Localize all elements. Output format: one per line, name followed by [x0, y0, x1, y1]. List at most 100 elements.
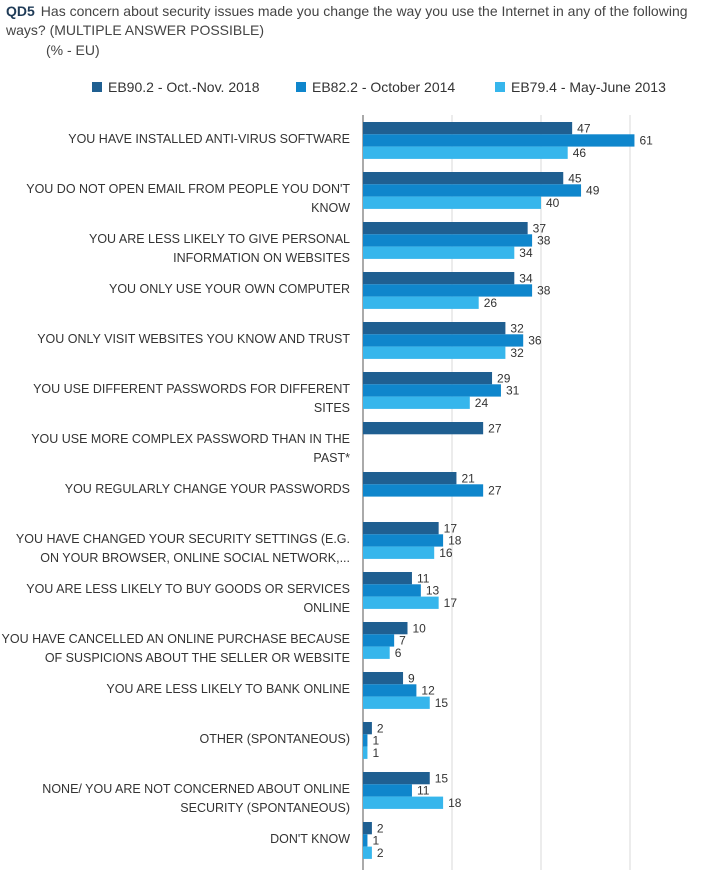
category-label-line: YOU ARE LESS LIKELY TO BUY GOODS OR SERV… — [26, 582, 350, 596]
category-label-line: YOU HAVE CHANGED YOUR SECURITY SETTINGS … — [15, 532, 350, 546]
category-label: YOU HAVE CHANGED YOUR SECURITY SETTINGS … — [0, 530, 350, 568]
category-label-line: YOU USE MORE COMPLEX PASSWORD THAN IN TH… — [31, 432, 350, 446]
legend-label-2014: EB82.2 - October 2014 — [312, 79, 456, 95]
category-label-line: YOU HAVE CANCELLED AN ONLINE PURCHASE BE… — [1, 632, 350, 646]
data-label-13-2: 18 — [448, 796, 462, 810]
legend-item-2013: EB79.4 - May-June 2013 — [495, 79, 666, 95]
bar-14-1 — [363, 834, 368, 847]
bar-8-2 — [363, 546, 435, 559]
data-label-0-2: 46 — [573, 146, 587, 160]
category-label-line: YOU HAVE INSTALLED ANTI-VIRUS SOFTWARE — [68, 132, 350, 146]
data-label-6-0: 27 — [488, 421, 502, 435]
category-label-line: PAST* — [313, 451, 350, 465]
bar-13-2 — [363, 796, 444, 809]
data-label-3-1: 38 — [537, 284, 551, 298]
data-label-13-1: 11 — [417, 784, 430, 798]
data-label-14-0: 2 — [377, 821, 384, 835]
category-label-line: NONE/ YOU ARE NOT CONCERNED ABOUT ONLINE — [42, 782, 350, 796]
bar-3-1 — [363, 284, 533, 297]
data-label-10-2: 6 — [395, 646, 402, 660]
bar-1-0 — [363, 172, 564, 185]
legend-item-2014: EB82.2 - October 2014 — [296, 79, 455, 95]
data-label-10-0: 10 — [413, 621, 427, 635]
category-label: NONE/ YOU ARE NOT CONCERNED ABOUT ONLINE… — [0, 780, 350, 818]
category-label: YOU ONLY VISIT WEBSITES YOU KNOW AND TRU… — [0, 330, 350, 349]
category-label: YOU ARE LESS LIKELY TO GIVE PERSONAL INFO… — [0, 230, 350, 268]
bar-9-0 — [363, 572, 412, 585]
category-label-line: DON'T KNOW — [270, 832, 350, 846]
data-label-10-1: 7 — [399, 634, 406, 648]
data-label-11-2: 15 — [435, 696, 449, 710]
data-label-1-1: 49 — [586, 184, 600, 198]
bar-12-0 — [363, 722, 372, 735]
bar-9-2 — [363, 596, 439, 609]
bar-6-0 — [363, 422, 484, 435]
bar-0-2 — [363, 146, 568, 159]
category-label: YOU ARE LESS LIKELY TO BANK ONLINE — [0, 680, 350, 699]
category-label-line: YOU REGULARLY CHANGE YOUR PASSWORDS — [64, 482, 350, 496]
data-label-12-0: 2 — [377, 721, 384, 735]
question-text: Has concern about security issues made y… — [6, 3, 688, 38]
data-label-1-2: 40 — [546, 196, 560, 210]
data-label-4-0: 32 — [510, 321, 524, 335]
bar-0-1 — [363, 134, 635, 147]
category-label-line: YOU ONLY VISIT WEBSITES YOU KNOW AND TRU… — [37, 332, 350, 346]
category-label-line: OTHER (SPONTANEOUS) — [199, 732, 350, 746]
bar-3-2 — [363, 296, 479, 309]
category-label: YOU HAVE INSTALLED ANTI-VIRUS SOFTWARE — [0, 130, 350, 149]
bar-2-1 — [363, 234, 533, 247]
bar-10-0 — [363, 622, 408, 635]
data-label-11-0: 9 — [408, 671, 415, 685]
data-label-9-0: 11 — [417, 571, 430, 585]
bar-4-1 — [363, 334, 524, 347]
legend-label-2013: EB79.4 - May-June 2013 — [511, 79, 666, 95]
bar-13-1 — [363, 784, 412, 797]
data-label-8-2: 16 — [439, 546, 453, 560]
category-label: YOU USE MORE COMPLEX PASSWORD THAN IN TH… — [0, 430, 350, 468]
data-label-12-1: 1 — [372, 734, 379, 748]
data-label-7-1: 27 — [488, 484, 502, 498]
legend-swatch-2018 — [92, 82, 102, 92]
bar-4-2 — [363, 346, 506, 359]
bar-0-0 — [363, 122, 573, 135]
bar-10-2 — [363, 646, 390, 659]
bar-13-0 — [363, 772, 430, 785]
bar-1-2 — [363, 196, 541, 209]
category-label-line: YOU USE DIFFERENT PASSWORDS FOR DIFFEREN… — [33, 382, 350, 415]
bar-11-2 — [363, 696, 430, 709]
category-label: YOU USE DIFFERENT PASSWORDS FOR DIFFEREN… — [0, 380, 350, 418]
data-label-8-0: 17 — [444, 521, 458, 535]
data-label-4-1: 36 — [528, 334, 542, 348]
category-label-line: KNOW — [311, 201, 350, 215]
data-label-5-1: 31 — [506, 384, 520, 398]
category-label: YOU ARE LESS LIKELY TO BUY GOODS OR SERV… — [0, 580, 350, 618]
category-label: YOU DO NOT OPEN EMAIL FROM PEOPLE YOU DO… — [0, 180, 350, 218]
category-label: YOU ONLY USE YOUR OWN COMPUTER — [0, 280, 350, 299]
bar-11-1 — [363, 684, 417, 697]
category-label: DON'T KNOW — [0, 830, 350, 849]
legend-label-2018: EB90.2 - Oct.-Nov. 2018 — [108, 79, 260, 95]
data-label-3-0: 34 — [519, 271, 533, 285]
category-label-line: INFORMATION ON WEBSITES — [173, 251, 350, 265]
data-label-11-1: 12 — [421, 684, 435, 698]
data-label-2-1: 38 — [537, 234, 551, 248]
bar-14-2 — [363, 846, 372, 859]
chart-header: QD5 Has concern about security issues mad… — [6, 2, 718, 40]
category-label-line: ONLINE — [303, 601, 350, 615]
bar-2-0 — [363, 222, 528, 235]
category-label-line: YOU ARE LESS LIKELY TO GIVE PERSONAL — [89, 232, 350, 246]
category-label-line: YOU ONLY USE YOUR OWN COMPUTER — [108, 282, 350, 296]
data-label-5-0: 29 — [497, 371, 511, 385]
data-label-0-0: 47 — [577, 121, 591, 135]
unit-label: (% - EU) — [46, 42, 100, 58]
bar-7-0 — [363, 472, 457, 485]
data-label-8-1: 18 — [448, 534, 462, 548]
category-label-line: SECURITY (SPONTANEOUS) — [180, 801, 350, 815]
data-label-1-0: 45 — [568, 171, 582, 185]
category-label: YOU HAVE CANCELLED AN ONLINE PURCHASE BE… — [0, 630, 350, 668]
bar-14-0 — [363, 822, 372, 835]
bar-8-1 — [363, 534, 444, 547]
bar-9-1 — [363, 584, 421, 597]
category-label: OTHER (SPONTANEOUS) — [0, 730, 350, 749]
